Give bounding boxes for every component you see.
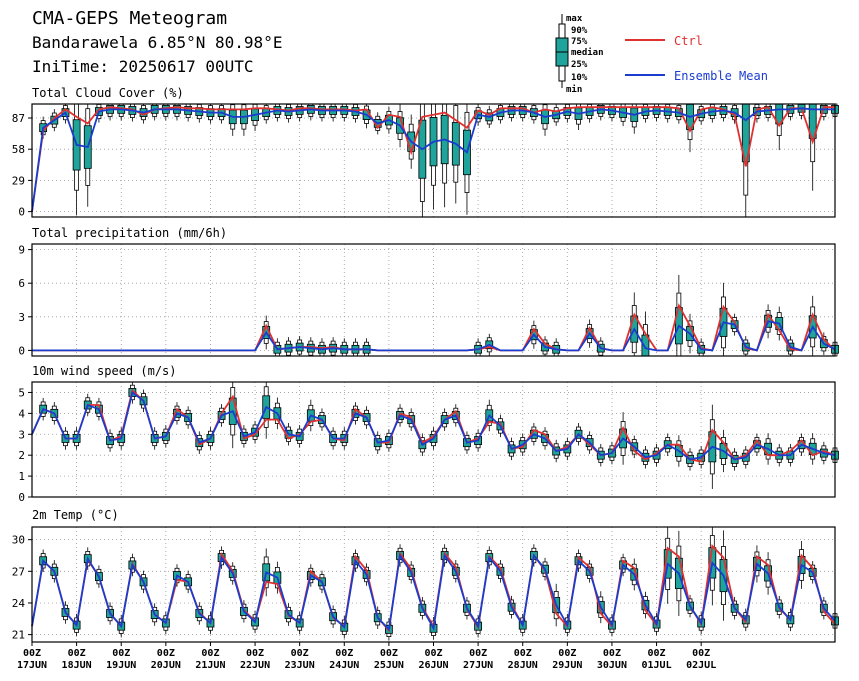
location-label: Bandarawela 6.85°N 80.98°E: [32, 33, 283, 52]
panel-title: 2m Temp (°C): [32, 508, 119, 522]
x-date-label: 01JUL: [642, 660, 672, 671]
y-tick-label: 5: [18, 386, 25, 399]
x-hour-label: 00Z: [558, 648, 576, 659]
x-date-label: 27JUN: [463, 660, 493, 671]
panel-3: 2m Temp (°C) 21 24 27 30: [12, 508, 839, 643]
legend-box-label: 10%: [571, 73, 588, 83]
panel-0: Total Cloud Cover (%) 0 29 58 87: [12, 86, 839, 219]
x-hour-label: 00Z: [469, 648, 487, 659]
x-hour-label: 00Z: [335, 648, 353, 659]
legend-box-label: 90%: [571, 26, 588, 36]
meteogram-title: CMA-GEPS Meteogram: [32, 8, 228, 29]
panel-2: 10m wind speed (m/s) 0 1 2 3 4 5: [18, 364, 839, 504]
x-date-label: 24JUN: [329, 660, 359, 671]
x-hour-label: 00Z: [291, 648, 309, 659]
ensemble-mean-line: [32, 320, 836, 352]
legend-ctrl-label: Ctrl: [674, 34, 703, 48]
y-tick-label: 0: [18, 491, 25, 504]
x-date-label: 30JUN: [597, 660, 627, 671]
y-tick-label: 0: [18, 344, 25, 357]
x-date-label: 25JUN: [374, 660, 404, 671]
ctrl-series-line: [31, 106, 835, 212]
init-time-label: IniTime: 20250617 00UTC: [32, 57, 254, 76]
y-tick-label: 87: [12, 112, 25, 125]
panel-frame: [31, 381, 836, 498]
x-hour-label: 00Z: [246, 648, 264, 659]
y-tick-label: 27: [12, 565, 25, 578]
y-tick-label: 2: [18, 449, 25, 462]
x-hour-label: 00Z: [112, 648, 130, 659]
y-tick-label: 30: [12, 534, 25, 547]
legend-mean-label: Ensemble Mean: [674, 69, 768, 83]
y-tick-label: 3: [18, 311, 25, 324]
y-tick-label: 0: [18, 206, 25, 219]
x-hour-label: 00Z: [648, 648, 666, 659]
x-date-label: 17JUN: [17, 660, 47, 671]
panel-title: Total Cloud Cover (%): [32, 86, 184, 100]
legend-box-label: min: [566, 84, 582, 95]
panel-1: Total precipitation (mm/6h) 0 3 6 9: [18, 226, 839, 357]
x-hour-label: 00Z: [68, 648, 86, 659]
x-hour-label: 00Z: [201, 648, 219, 659]
y-tick-label: 58: [12, 143, 25, 156]
y-tick-label: 21: [12, 629, 25, 642]
y-tick-label: 1: [18, 470, 25, 483]
panel-frame: [31, 103, 836, 218]
legend-box-label: max: [566, 14, 583, 24]
x-date-label: 21JUN: [195, 660, 225, 671]
y-tick-label: 6: [18, 277, 25, 290]
x-hour-label: 00Z: [424, 648, 442, 659]
x-hour-label: 00Z: [157, 648, 175, 659]
legend-box-label: 25%: [571, 60, 588, 70]
y-tick-label: 29: [12, 174, 25, 187]
x-hour-label: 00Z: [603, 648, 621, 659]
x-date-label: 23JUN: [285, 660, 315, 671]
x-hour-label: 00Z: [380, 648, 398, 659]
panel-title: 10m wind speed (m/s): [32, 364, 177, 378]
y-tick-label: 9: [18, 244, 25, 257]
x-date-label: 02JUL: [686, 660, 716, 671]
x-date-label: 22JUN: [240, 660, 270, 671]
legend-box-label: 75%: [571, 37, 588, 47]
x-date-label: 18JUN: [62, 660, 92, 671]
x-date-label: 29JUN: [552, 660, 582, 671]
x-hour-label: 00Z: [514, 648, 532, 659]
x-date-label: 19JUN: [106, 660, 136, 671]
x-date-label: 26JUN: [418, 660, 448, 671]
x-hour-label: 00Z: [692, 648, 710, 659]
legend-box-label: median: [571, 47, 604, 58]
y-tick-label: 24: [12, 597, 26, 610]
y-tick-label: 4: [18, 407, 25, 420]
ensemble-mean-line: [31, 553, 836, 632]
panel-title: Total precipitation (mm/6h): [32, 226, 227, 240]
x-date-label: 20JUN: [151, 660, 181, 671]
y-tick-label: 3: [18, 428, 25, 441]
ensemble-mean-line: [31, 107, 835, 212]
panel-frame: [31, 243, 836, 357]
x-hour-label: 00Z: [23, 648, 41, 659]
ensemble-mean-line: [31, 390, 836, 461]
x-date-label: 28JUN: [508, 660, 538, 671]
